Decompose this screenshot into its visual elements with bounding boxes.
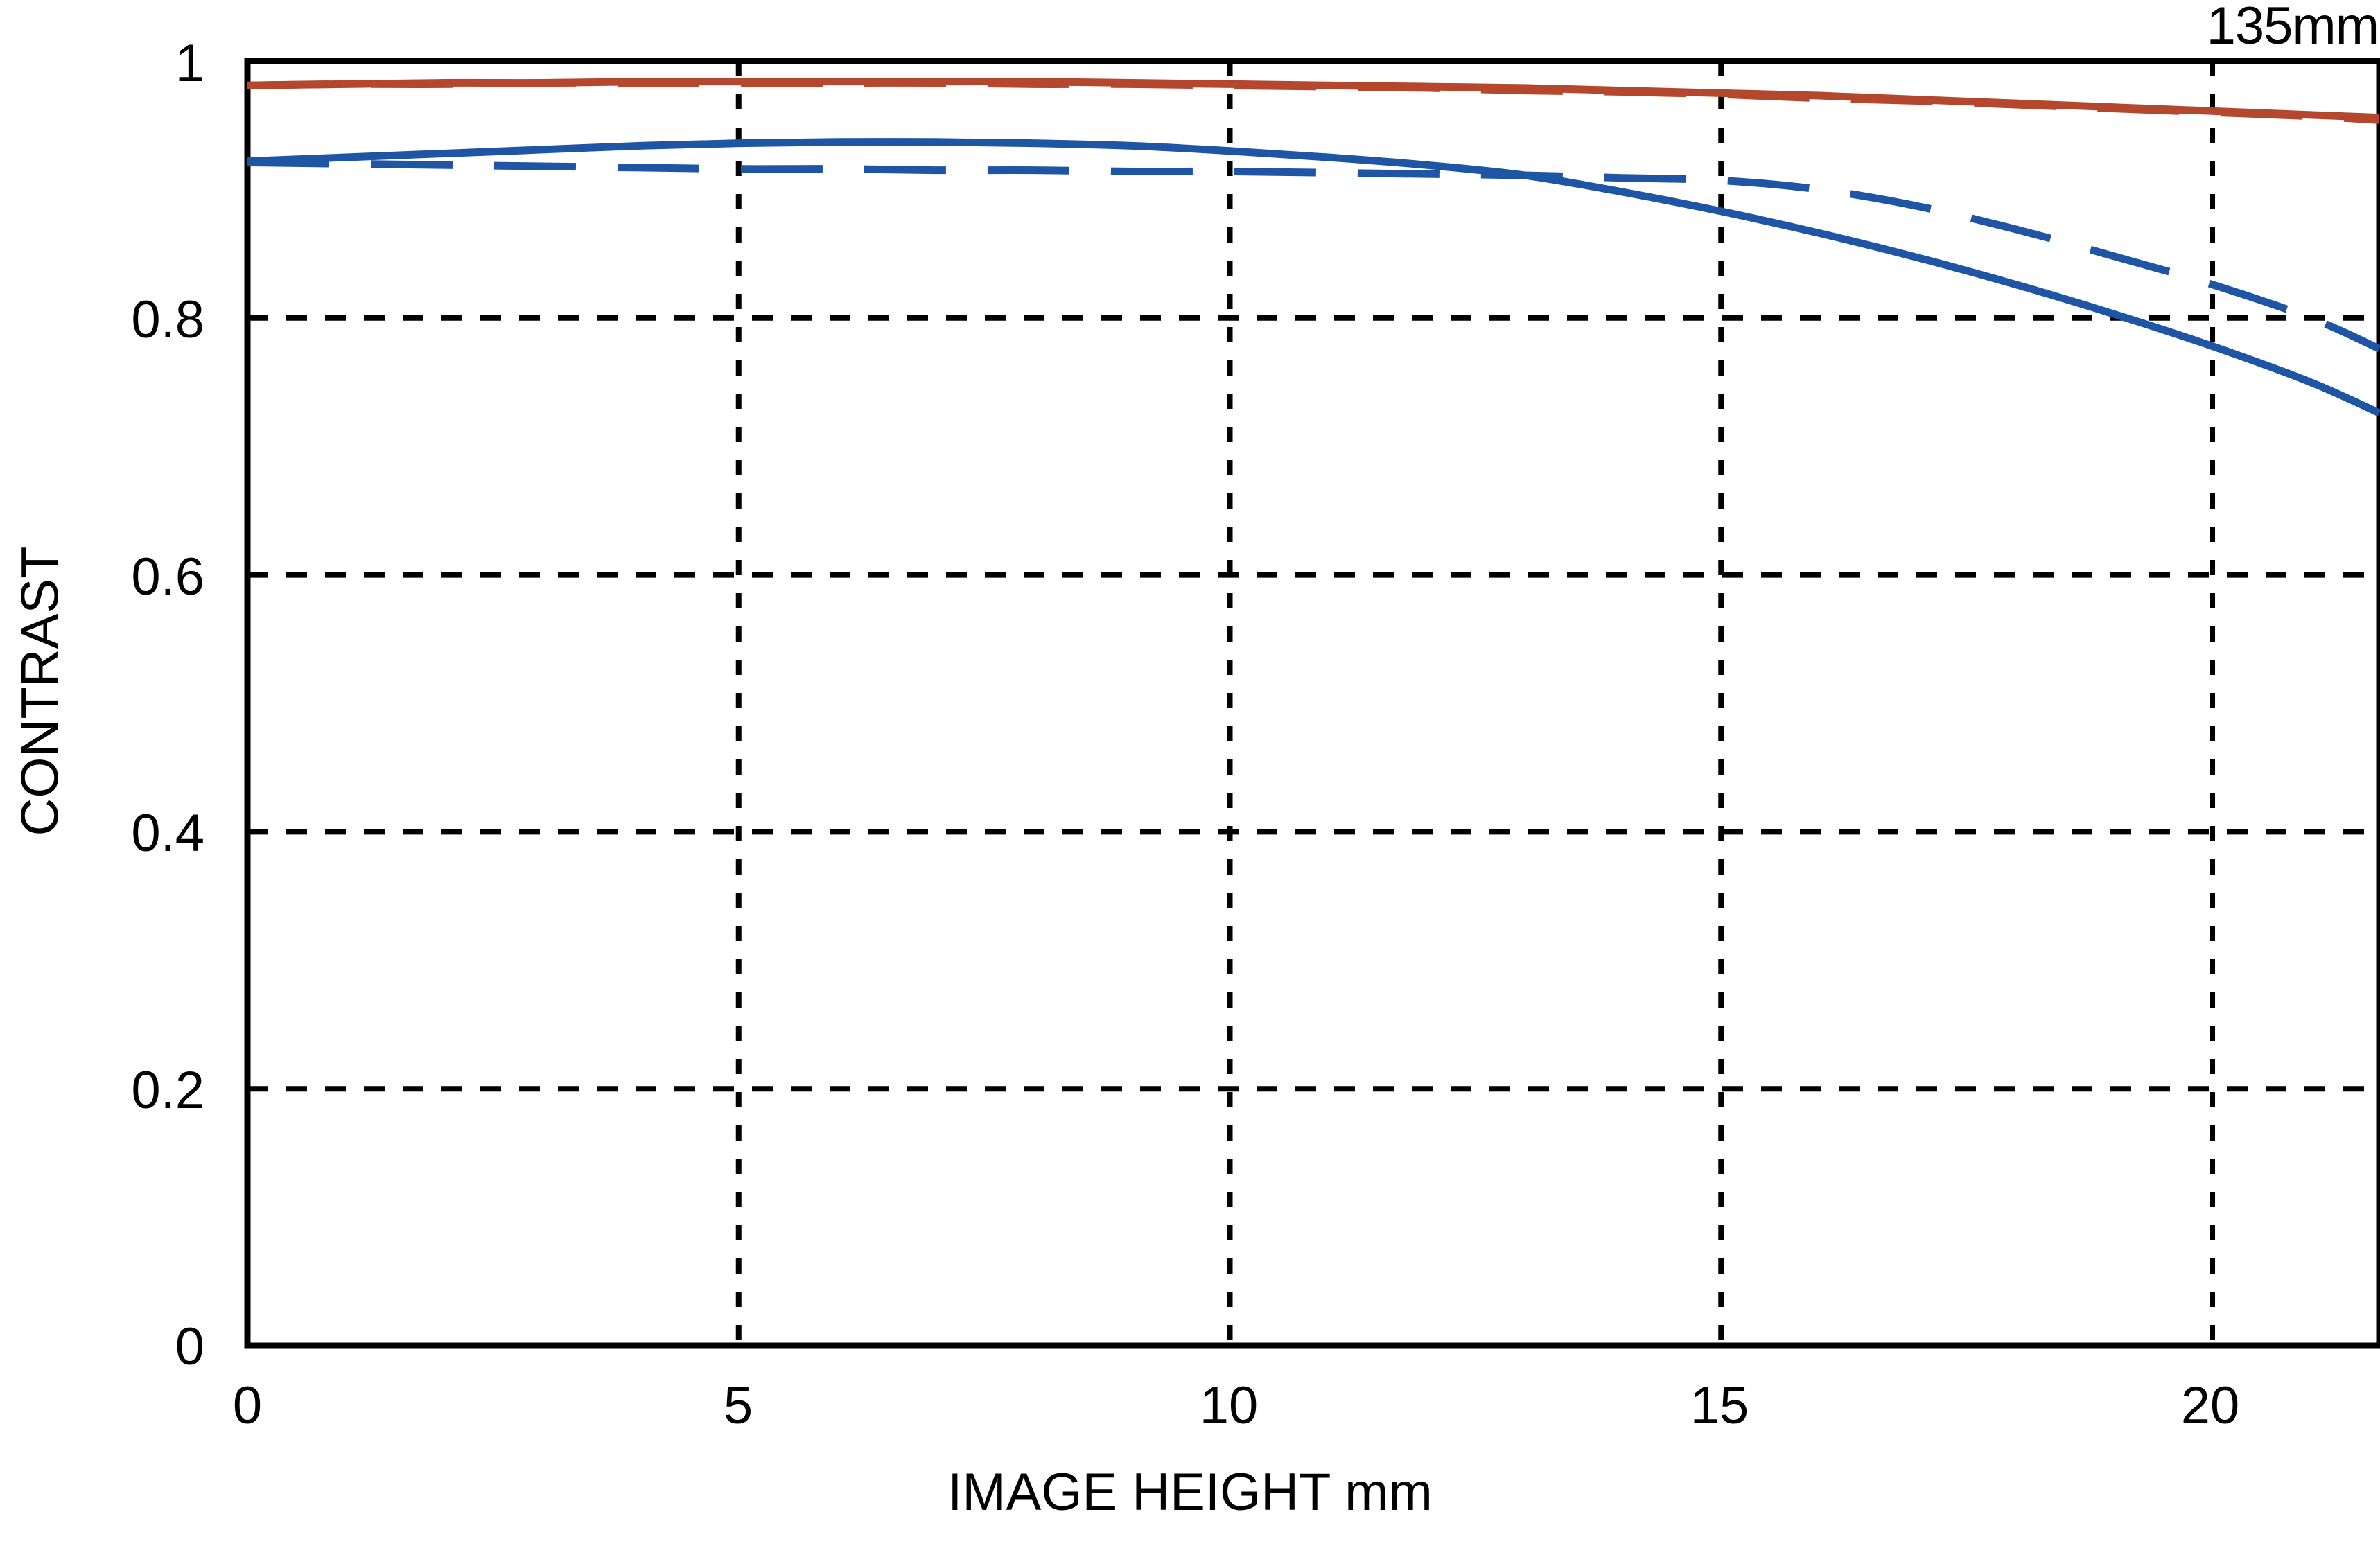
xtick-label-10: 10: [1199, 1376, 1259, 1435]
curve-2: [247, 138, 2380, 417]
ytick-label-0_8: 0.8: [131, 290, 204, 349]
curve-1: [247, 78, 2380, 124]
plot-frame: [244, 58, 2380, 1349]
ytick-label-0_2: 0.2: [131, 1061, 204, 1120]
data-curves: [247, 78, 2380, 417]
chart-title: 135mm: [2206, 0, 2379, 55]
ytick-label-0: 0: [175, 1317, 204, 1376]
xtick-label-15: 15: [1690, 1376, 1749, 1435]
gridlines: [247, 61, 2379, 1346]
ytick-label-0_4: 0.4: [131, 804, 204, 863]
curve-3: [247, 158, 2380, 353]
ytick-label-0_6: 0.6: [131, 547, 204, 606]
xtick-label-0: 0: [232, 1376, 263, 1435]
ytick-label-1: 1: [175, 34, 204, 93]
y-axis-label: CONTRAST: [10, 546, 70, 836]
xtick-label-5: 5: [723, 1376, 753, 1435]
x-axis-label: IMAGE HEIGHT mm: [947, 1463, 1433, 1522]
xtick-label-20: 20: [2180, 1376, 2240, 1435]
